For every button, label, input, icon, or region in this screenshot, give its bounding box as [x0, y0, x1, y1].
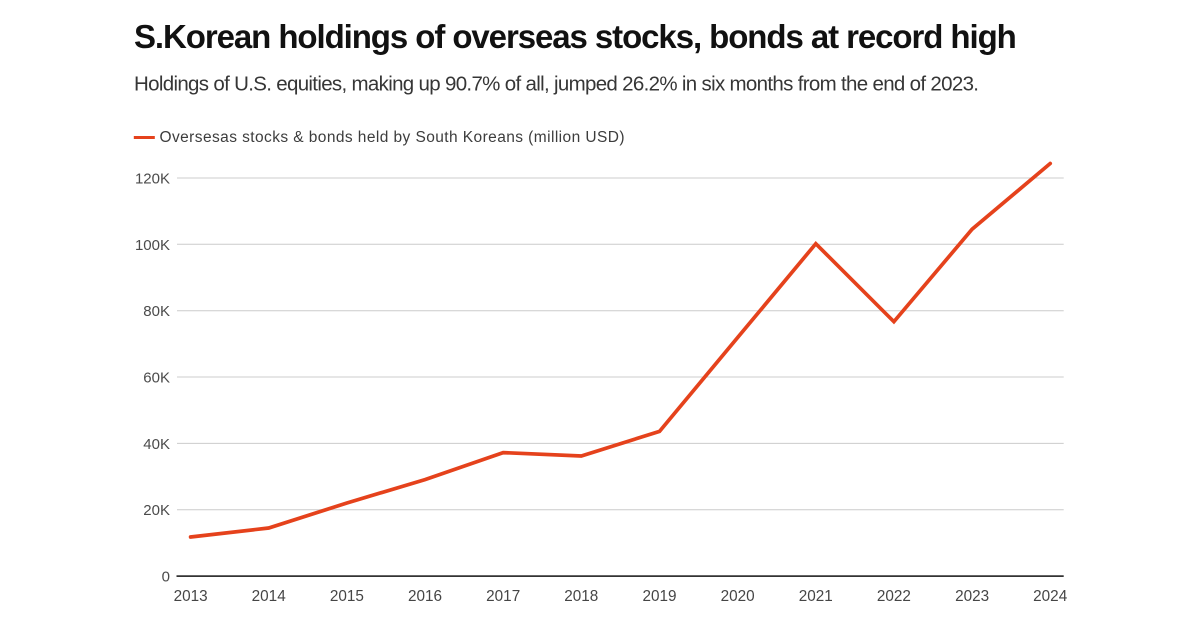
svg-text:60K: 60K	[143, 370, 170, 387]
svg-text:S.Korean holdings of overseas: S.Korean holdings of overseas stocks, bo…	[134, 18, 1016, 55]
svg-text:2014: 2014	[252, 588, 287, 605]
svg-text:2013: 2013	[174, 588, 208, 605]
svg-text:0: 0	[162, 569, 170, 586]
svg-text:Holdings of U.S. equities, mak: Holdings of U.S. equities, making up 90.…	[134, 73, 978, 96]
svg-text:2018: 2018	[564, 588, 598, 605]
svg-text:100K: 100K	[135, 237, 170, 254]
svg-text:120K: 120K	[135, 171, 170, 188]
svg-text:80K: 80K	[143, 303, 170, 320]
svg-text:2015: 2015	[330, 588, 364, 605]
svg-text:2016: 2016	[408, 588, 442, 605]
svg-text:20K: 20K	[143, 502, 170, 519]
svg-text:2019: 2019	[642, 588, 676, 605]
svg-text:Oversesas stocks & bonds held: Oversesas stocks & bonds held by South K…	[160, 129, 625, 146]
svg-text:2024: 2024	[1033, 588, 1068, 605]
svg-text:2022: 2022	[877, 588, 911, 605]
svg-text:2021: 2021	[799, 588, 833, 605]
svg-text:2017: 2017	[486, 588, 520, 605]
svg-text:40K: 40K	[143, 436, 170, 453]
svg-text:2023: 2023	[955, 588, 989, 605]
svg-text:2020: 2020	[721, 588, 755, 605]
